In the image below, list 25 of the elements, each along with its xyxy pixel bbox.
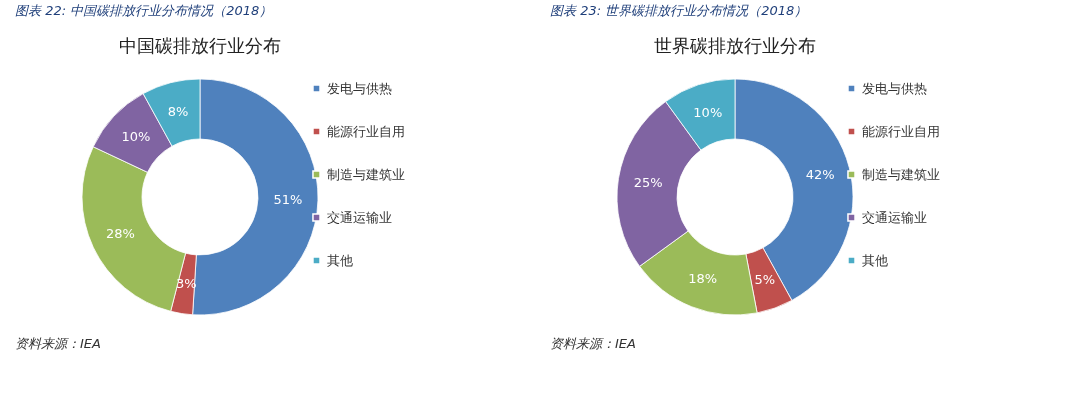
chart-title: 图表 23: 世界碳排放行业分布情况（2018） <box>550 3 808 18</box>
legend-label: 发电与供热 <box>327 80 392 96</box>
data-label: 28% <box>105 226 135 242</box>
text: 资料来源：IEA <box>550 336 636 351</box>
chart-subtitle: 世界碳排放行业分布 <box>654 35 816 56</box>
data-label: 51% <box>273 191 303 207</box>
data-label: 25% <box>633 175 663 191</box>
text: 资料来源：IEA <box>15 336 101 351</box>
data-label: 10% <box>693 105 723 121</box>
legend-label: 交通运输业 <box>327 209 392 225</box>
chart-title: 图表 22: 中国碳排放行业分布情况（2018） <box>15 3 273 18</box>
data-label: 10% <box>121 128 151 144</box>
legend-label: 能源行业自用 <box>862 123 940 139</box>
legend-label: 其他 <box>862 252 888 268</box>
data-label: 42% <box>805 167 835 183</box>
chart-subtitle: 中国碳排放行业分布 <box>119 35 281 56</box>
legend-label: 制造与建筑业 <box>862 166 940 182</box>
legend-label: 交通运输业 <box>862 209 927 225</box>
data-label: 8% <box>167 103 189 119</box>
data-label: 18% <box>688 270 718 286</box>
legend-label: 能源行业自用 <box>327 123 405 139</box>
data-label: 5% <box>754 271 776 287</box>
legend-label: 制造与建筑业 <box>327 166 405 182</box>
legend-label: 其他 <box>327 252 353 268</box>
legend-label: 发电与供热 <box>862 80 927 96</box>
